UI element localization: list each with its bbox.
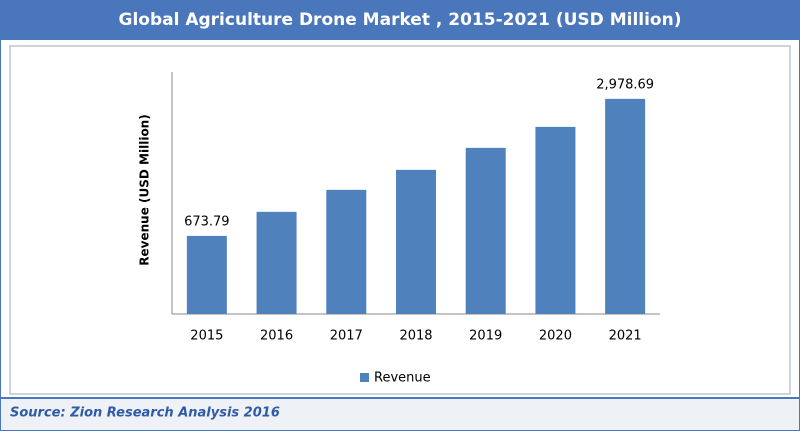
y-axis-label: Revenue (USD Million)	[138, 114, 152, 265]
legend-swatch	[360, 373, 369, 382]
legend-label: Revenue	[374, 371, 431, 386]
source: Source: Zion Research Analysis 2016	[10, 406, 280, 421]
chart-title: Global Agriculture Drone Market , 2015-2…	[119, 10, 682, 30]
bar	[256, 211, 297, 314]
x-tick-label: 2020	[539, 329, 572, 344]
bar	[396, 169, 436, 314]
bar	[465, 147, 506, 314]
value-label: 2,978.69	[596, 77, 654, 92]
bar	[186, 235, 227, 314]
x-tick-label: 2015	[190, 329, 223, 344]
bar	[535, 126, 576, 315]
title-bar	[0, 0, 800, 40]
bar	[605, 98, 646, 314]
source-bar	[1, 398, 799, 430]
x-tick-label: 2021	[609, 329, 642, 344]
bar	[326, 189, 367, 314]
x-tick-label: 2019	[469, 329, 502, 344]
x-tick-label: 2016	[260, 329, 293, 344]
value-label: 673.79	[184, 214, 230, 229]
plot-border	[9, 45, 791, 395]
x-tick-label: 2017	[330, 329, 363, 344]
x-tick-label: 2018	[399, 329, 432, 344]
